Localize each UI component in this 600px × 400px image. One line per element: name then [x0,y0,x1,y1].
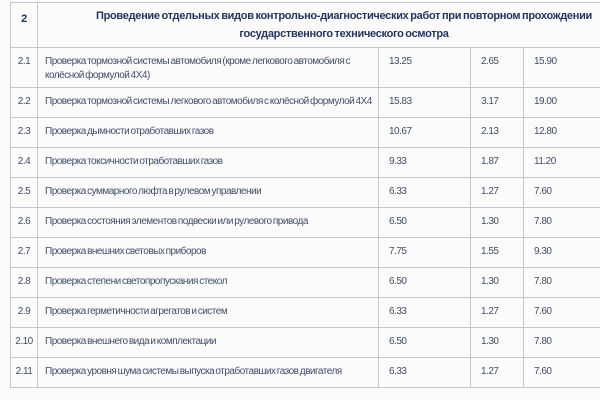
inspection-price-table: 2 Проведение отдельных видов контрольно-… [10,2,600,388]
row-value-1: 6.50 [378,207,471,238]
row-value-3: 7.60 [523,297,600,328]
row-number: 2.2 [10,87,38,118]
row-number: 2.9 [10,297,38,328]
row-value-1: 6.33 [378,297,471,328]
row-value-3: 7.60 [523,357,600,388]
row-number: 2.5 [10,177,38,208]
row-description: Проверка дымности отработавших газов [37,117,379,148]
table-row: 2.4 Проверка токсичности отработавших га… [10,147,600,178]
table-body: 2 Проведение отдельных видов контрольно-… [10,2,600,388]
row-value-2: 1.87 [470,147,524,178]
row-description: Проверка тормозной системы легкового авт… [37,87,379,118]
row-value-2: 1.30 [470,327,524,358]
row-value-2: 1.30 [470,207,524,238]
table-row: 2.2 Проверка тормозной системы легкового… [10,87,600,118]
row-description: Проверка степени светопропускания стекол [37,267,379,298]
row-number: 2.6 [10,207,38,238]
row-value-1: 6.33 [378,177,471,208]
row-value-3: 7.60 [523,177,600,208]
row-value-3: 11.20 [523,147,600,178]
row-value-1: 13.25 [378,47,471,88]
table-row: 2.1 Проверка тормозной системы автомобил… [10,47,600,88]
row-value-1: 6.33 [378,357,471,388]
row-value-2: 1.27 [470,177,524,208]
row-number: 2.3 [10,117,38,148]
row-value-1: 6.50 [378,327,471,358]
row-value-3: 19.00 [523,87,600,118]
row-description: Проверка герметичности агрегатов и систе… [37,297,379,328]
table-row: 2.9 Проверка герметичности агрегатов и с… [10,297,600,328]
row-value-2: 2.65 [470,47,524,88]
section-title: Проведение отдельных видов контрольно-ди… [37,2,600,48]
table-row: 2.7 Проверка внешних световых приборов 7… [10,237,600,268]
row-description: Проверка токсичности отработавших газов [37,147,379,178]
table-row: 2.8 Проверка степени светопропускания ст… [10,267,600,298]
row-value-3: 15.90 [523,47,600,88]
row-description: Проверка тормозной системы автомобиля (к… [37,47,379,88]
row-value-2: 1.55 [470,237,524,268]
row-value-2: 1.27 [470,297,524,328]
row-value-3: 7.80 [523,327,600,358]
row-number: 2.4 [10,147,38,178]
row-value-1: 15.83 [378,87,471,118]
section-number: 2 [10,2,38,48]
row-number: 2.11 [10,357,38,388]
row-value-1: 9.33 [378,147,471,178]
row-value-1: 7.75 [378,237,471,268]
row-value-3: 7.80 [523,267,600,298]
table-row: 2.3 Проверка дымности отработавших газов… [10,117,600,148]
row-description: Проверка уровня шума системы выпуска отр… [37,357,379,388]
row-value-2: 3.17 [470,87,524,118]
row-number: 2.10 [10,327,38,358]
table-row: 2.10 Проверка внешнего вида и комплектац… [10,327,600,358]
row-description: Проверка состояния элементов подвески ил… [37,207,379,238]
row-value-1: 6.50 [378,267,471,298]
row-number: 2.1 [10,47,38,88]
row-number: 2.8 [10,267,38,298]
row-description: Проверка внешних световых приборов [37,237,379,268]
section-header-row: 2 Проведение отдельных видов контрольно-… [10,2,600,48]
row-value-2: 1.27 [470,357,524,388]
row-value-2: 1.30 [470,267,524,298]
row-value-2: 2.13 [470,117,524,148]
table-row: 2.5 Проверка суммарного люфта в рулевом … [10,177,600,208]
row-value-3: 9.30 [523,237,600,268]
row-value-3: 7.80 [523,207,600,238]
row-value-1: 10.67 [378,117,471,148]
row-number: 2.7 [10,237,38,268]
row-description: Проверка внешнего вида и комплектации [37,327,379,358]
table-row: 2.6 Проверка состояния элементов подвеск… [10,207,600,238]
table-row: 2.11 Проверка уровня шума системы выпуск… [10,357,600,388]
row-description: Проверка суммарного люфта в рулевом упра… [37,177,379,208]
row-value-3: 12.80 [523,117,600,148]
